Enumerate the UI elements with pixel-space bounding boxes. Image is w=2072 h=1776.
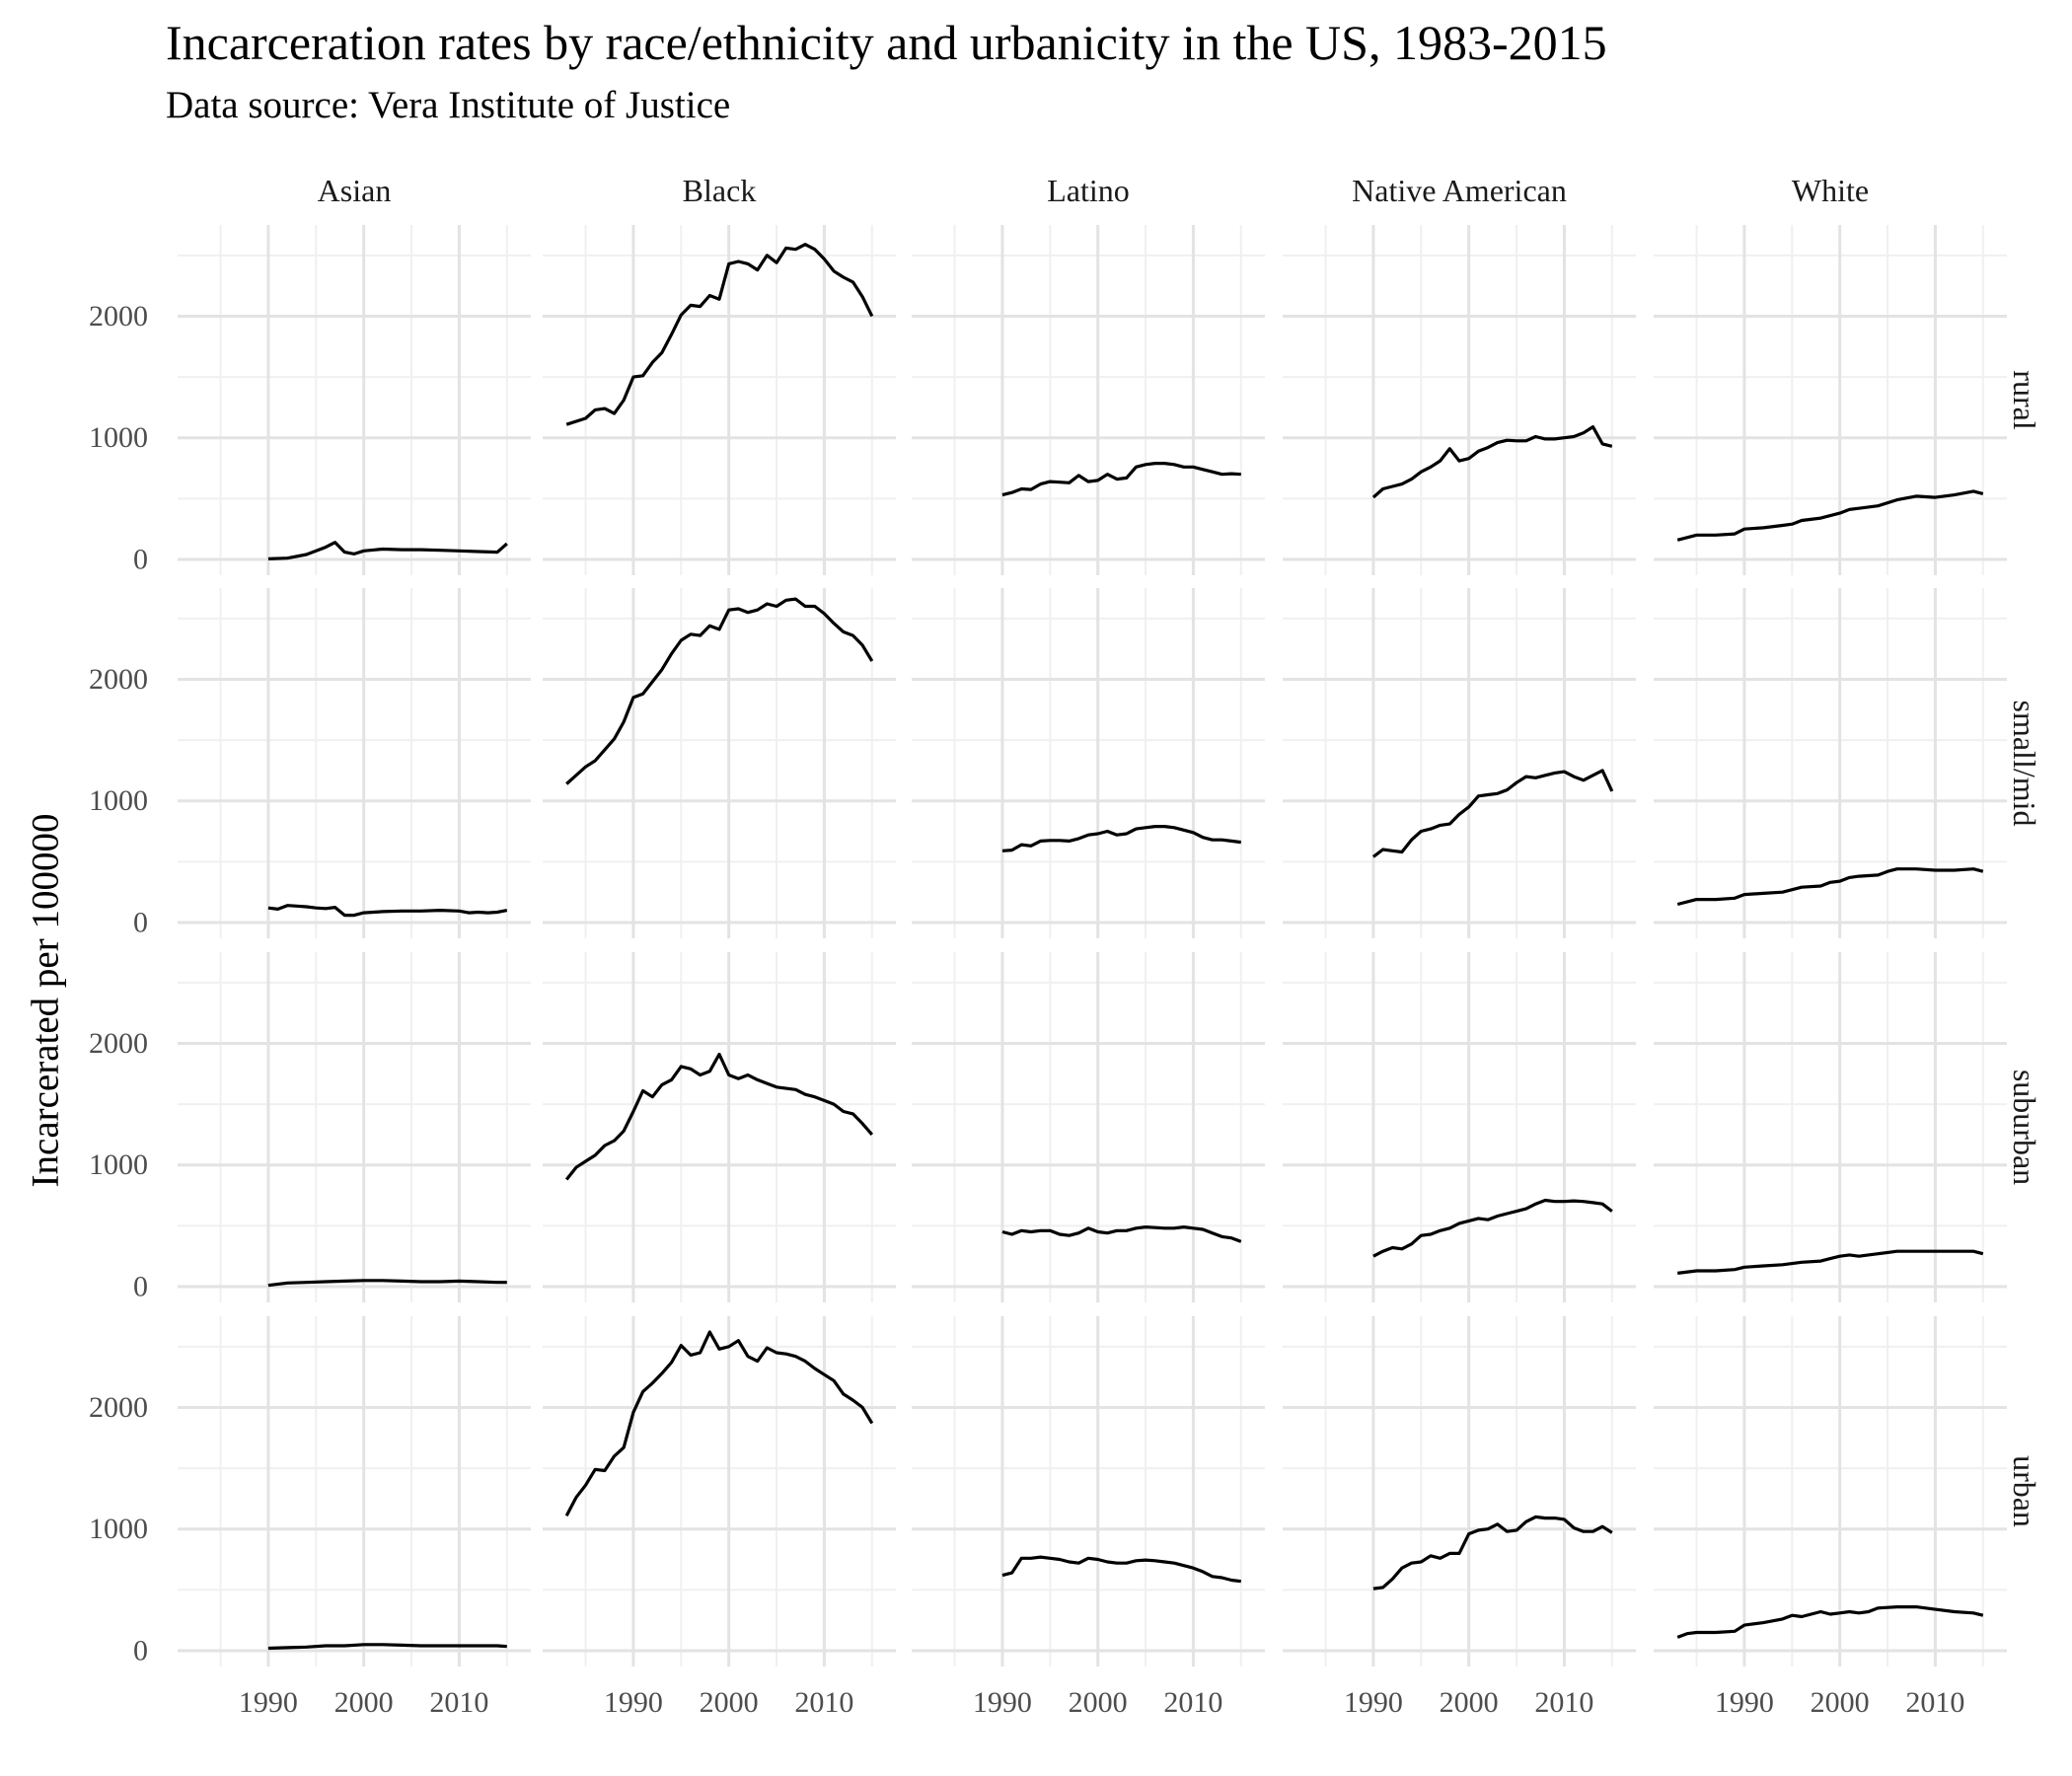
y-tick-label: 0 [133,906,148,938]
chart-subtitle: Data source: Vera Institute of Justice [166,84,731,126]
y-tick-label: 2000 [89,663,148,696]
series-line-urban-latino [1001,1555,1241,1584]
series-line-small-mid-white [1676,867,1984,907]
strip-label-native-american: Native American [1352,173,1567,208]
strip-label-white: White [1792,173,1869,208]
x-tick-label: 2000 [1440,1686,1499,1719]
x-tick-label: 1990 [1344,1686,1403,1719]
y-tick-label: 0 [133,1634,148,1666]
series-line-suburban-asian [267,1279,507,1288]
series-line-rural-latino [1001,462,1241,497]
y-tick-label: 2000 [89,1027,148,1060]
y-tick-label: 1000 [89,421,148,454]
x-tick-label: 2010 [1163,1686,1222,1719]
series-line-suburban-white [1677,1249,1984,1275]
x-tick-label: 1990 [973,1686,1032,1719]
series-line-suburban-native-american [1372,1198,1613,1258]
y-tick-label: 2000 [89,1391,148,1424]
x-tick-label: 2000 [700,1686,759,1719]
series-line-small-mid-black [565,597,874,785]
x-tick-label: 2010 [794,1686,853,1719]
y-tick-label: 1000 [89,1148,148,1181]
series-line-rural-native-american [1371,425,1613,499]
x-tick-label: 2000 [334,1686,394,1719]
strip-label-latino: Latino [1047,173,1130,208]
strip-label-urban: urban [2007,1455,2042,1527]
series-line-suburban-latino [1001,1224,1242,1243]
x-tick-label: 1990 [1715,1686,1774,1719]
series-line-small-mid-asian [267,904,508,918]
x-tick-label: 2000 [1811,1686,1870,1719]
series-line-small-mid-native-american [1371,769,1614,858]
series-line-urban-asian [267,1643,507,1651]
strip-label-asian: Asian [318,173,392,208]
x-tick-label: 2010 [1534,1686,1593,1719]
x-tick-label: 2010 [429,1686,488,1719]
y-tick-label: 1000 [89,784,148,817]
y-tick-label: 0 [133,543,148,575]
strip-label-small-mid: small/mid [2007,701,2042,827]
strip-label-rural: rural [2007,370,2042,430]
y-tick-label: 0 [133,1270,148,1302]
series-line-rural-asian [267,541,508,560]
series-line-suburban-black [564,1052,874,1181]
x-tick-label: 2000 [1069,1686,1128,1719]
series-line-urban-white [1676,1604,1984,1639]
y-tick-label: 1000 [89,1513,148,1545]
series-line-urban-native-american [1372,1515,1613,1591]
series-line-urban-black [564,1330,874,1517]
strip-label-black: Black [683,173,757,208]
series-line-small-mid-latino [1001,824,1241,852]
strip-label-suburban: suburban [2007,1070,2042,1185]
y-tick-label: 2000 [89,300,148,333]
x-tick-label: 1990 [604,1686,663,1719]
chart-title: Incarceration rates by race/ethnicity an… [166,15,1607,70]
x-tick-label: 1990 [239,1686,298,1719]
series-line-rural-black [565,243,874,426]
series-line-rural-white [1676,489,1984,542]
x-tick-label: 2010 [1905,1686,1964,1719]
